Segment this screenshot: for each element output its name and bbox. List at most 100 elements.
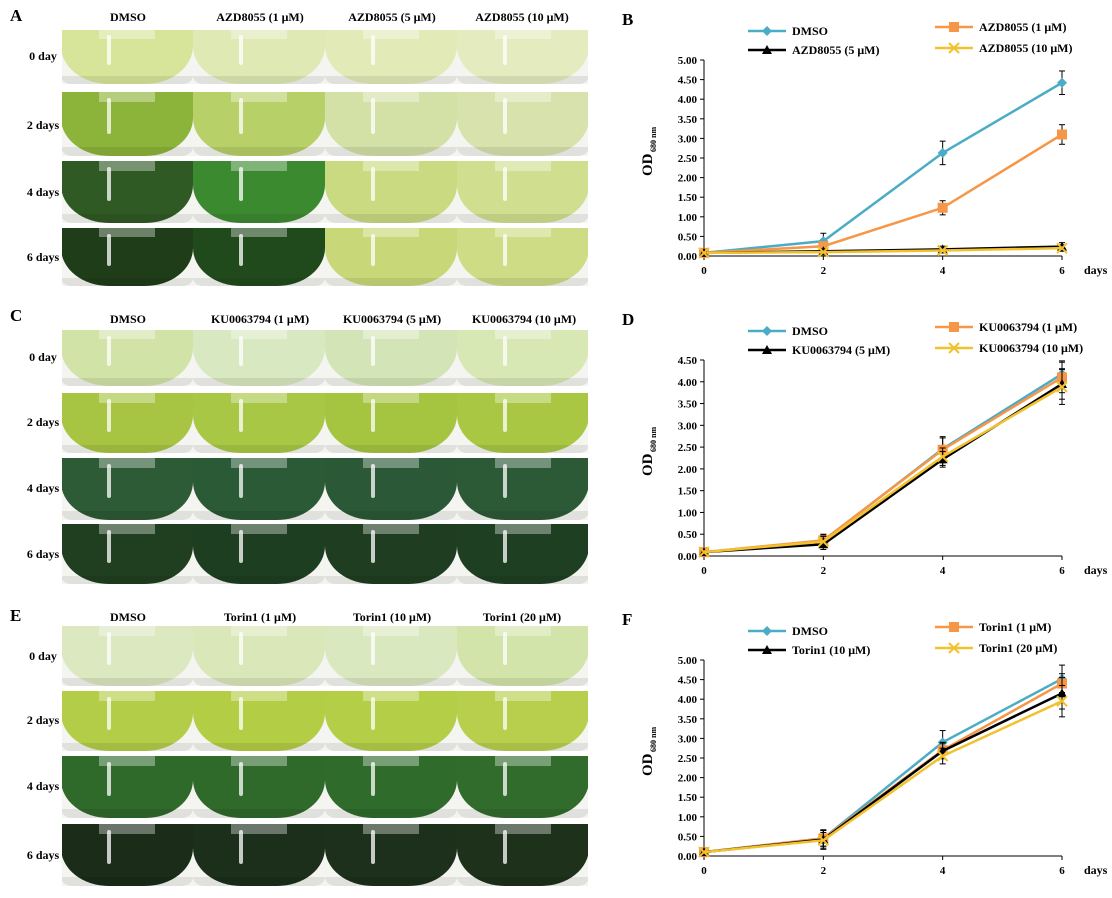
flask-shine xyxy=(239,98,243,134)
flask-neck xyxy=(495,626,551,636)
legend-entry: Torin1 (1 μM) xyxy=(935,620,1051,634)
culture-flask xyxy=(62,30,193,84)
flask-neck xyxy=(363,30,419,39)
x-tick-label: 0 xyxy=(701,265,707,277)
legend-label: Torin1 (1 μM) xyxy=(979,620,1051,634)
flask-neck xyxy=(231,756,287,766)
flask-shine xyxy=(107,464,111,499)
marker-stroke xyxy=(817,834,830,847)
data-series xyxy=(699,664,1067,858)
flask-shine xyxy=(371,762,375,797)
culture-flask xyxy=(457,524,588,584)
flask-neck xyxy=(363,228,419,238)
data-point xyxy=(936,750,949,762)
culture-flask xyxy=(457,92,588,156)
legend-label: KU0063794 (5 μM) xyxy=(792,343,890,357)
y-tick-label: 4.00 xyxy=(678,377,698,389)
flask-shine xyxy=(503,762,507,797)
flask-rim xyxy=(62,877,193,886)
flask-shine xyxy=(107,632,111,665)
flask-rim xyxy=(62,444,193,453)
flask-rim xyxy=(325,742,457,751)
data-point xyxy=(1056,695,1068,707)
flask-rim xyxy=(457,214,588,223)
y-tick-label: 2.00 xyxy=(678,773,698,785)
data-point xyxy=(949,322,959,332)
flask-shine xyxy=(371,697,375,730)
legend-label: DMSO xyxy=(792,324,828,338)
y-tick-label: 3.50 xyxy=(678,714,698,726)
data-point xyxy=(762,45,772,54)
data-series xyxy=(699,360,1067,558)
data-point xyxy=(817,246,830,258)
flask-shine xyxy=(239,233,243,266)
culture-flask xyxy=(193,393,325,453)
data-point xyxy=(948,42,960,54)
column-label: AZD8055 (1 μM) xyxy=(216,10,304,24)
column-label: Torin1 (10 μM) xyxy=(352,610,432,624)
flask-shine xyxy=(503,335,507,367)
y-tick-label: 1.50 xyxy=(678,486,698,498)
culture-flask xyxy=(193,228,325,286)
flask-rim xyxy=(62,378,193,386)
panel-letter: D xyxy=(622,310,634,329)
y-tick-label: 0.00 xyxy=(678,251,698,263)
flask-neck xyxy=(231,458,287,468)
flask-neck xyxy=(231,30,287,39)
flask-row xyxy=(62,626,588,686)
legend-label: AZD8055 (10 μM) xyxy=(979,41,1072,55)
flask-shine xyxy=(239,830,243,865)
flask-rim xyxy=(325,575,457,584)
flask-shine xyxy=(503,233,507,266)
data-series xyxy=(698,242,1068,259)
column-label: DMSO xyxy=(110,10,146,24)
legend-entry: Torin1 (20 μM) xyxy=(935,641,1057,655)
flask-shine xyxy=(371,335,375,367)
marker-stroke xyxy=(698,247,710,259)
culture-flask xyxy=(62,330,193,386)
data-point xyxy=(762,626,772,636)
flask-rim xyxy=(193,575,325,584)
flask-rim xyxy=(325,511,457,520)
flask-shine xyxy=(503,830,507,865)
flask-neck xyxy=(495,756,551,766)
flask-rim xyxy=(193,677,325,686)
data-point xyxy=(762,345,772,354)
flask-rim xyxy=(457,877,588,886)
culture-flask xyxy=(457,626,588,686)
y-tick-label: 0.50 xyxy=(678,831,698,843)
flask-rim xyxy=(62,742,193,751)
culture-flask xyxy=(325,161,457,223)
flask-shine xyxy=(371,98,375,134)
flask-shine xyxy=(503,167,507,202)
flask-shine xyxy=(371,530,375,563)
flask-shine xyxy=(371,464,375,499)
flask-rim xyxy=(325,677,457,686)
y-tick-label: 2.50 xyxy=(678,153,698,165)
y-tick-label: 4.00 xyxy=(678,94,698,106)
culture-flask xyxy=(457,756,588,818)
data-series xyxy=(699,361,1067,558)
flask-neck xyxy=(363,458,419,468)
data-point xyxy=(698,846,710,858)
legend-label: KU0063794 (10 μM) xyxy=(979,341,1083,355)
data-point xyxy=(1057,77,1067,88)
marker-stroke xyxy=(817,246,830,258)
culture-flask xyxy=(325,626,457,686)
data-point xyxy=(949,22,959,32)
legend-entry: DMSO xyxy=(748,324,828,338)
flask-rim xyxy=(457,511,588,520)
column-label: AZD8055 (10 μM) xyxy=(475,10,569,24)
y-tick-label: 0.00 xyxy=(678,551,698,563)
marker-stroke xyxy=(1056,381,1068,393)
flask-neck xyxy=(495,92,551,103)
flask-shine xyxy=(371,233,375,266)
flask-neck xyxy=(99,228,155,238)
culture-flask xyxy=(62,161,193,223)
culture-flask xyxy=(193,524,325,584)
flask-neck xyxy=(99,691,155,701)
flask-neck xyxy=(99,756,155,766)
culture-flask xyxy=(325,524,457,584)
y-axis-label: OD xyxy=(640,153,656,176)
flask-shine xyxy=(107,762,111,797)
